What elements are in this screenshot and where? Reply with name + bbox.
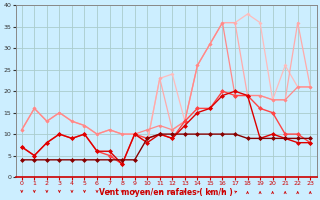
X-axis label: Vent moyen/en rafales ( km/h ): Vent moyen/en rafales ( km/h ) (99, 188, 233, 197)
